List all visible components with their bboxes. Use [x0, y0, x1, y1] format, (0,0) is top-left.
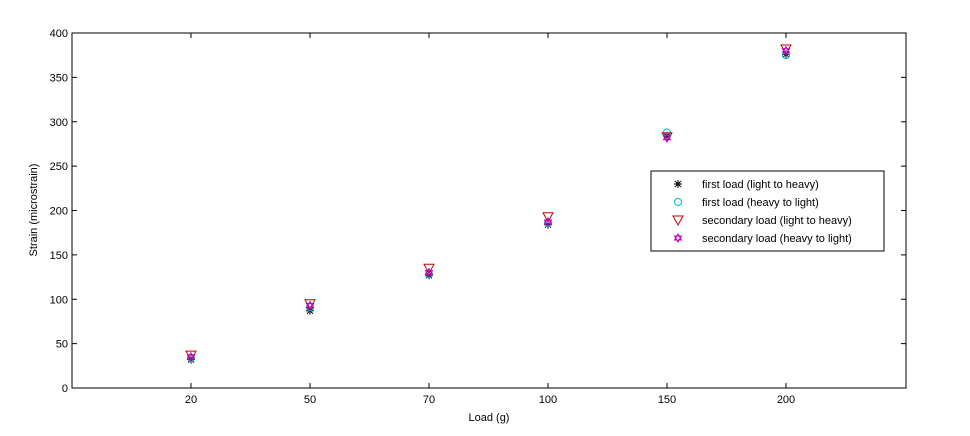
y-tick-label: 250: [50, 161, 68, 173]
x-tick-label: 100: [539, 394, 557, 406]
data-point-hexagram: [543, 217, 553, 227]
data-point-triangle-down: [780, 44, 792, 56]
y-tick-label: 0: [62, 383, 68, 395]
y-tick-label: 100: [50, 294, 68, 306]
x-axis-label: Load (g): [469, 412, 510, 424]
legend-marker: [674, 198, 682, 206]
data-point-triangle-down: [304, 299, 316, 310]
data-point-hexagram: [424, 267, 434, 278]
y-axis: 0 50 100 150 200 250 300 350 400: [50, 28, 906, 395]
legend-entry: secondary load (light to heavy): [702, 215, 852, 227]
legend: first load (light to heavy) first load (h…: [650, 170, 885, 252]
data-points: [185, 44, 792, 364]
legend-box: [650, 170, 885, 252]
legend-entry: first load (light to heavy): [702, 179, 819, 191]
y-tick-label: 350: [50, 72, 68, 84]
y-tick-label: 400: [50, 28, 68, 40]
data-point-hexagram: [305, 300, 315, 311]
x-tick-label: 70: [423, 394, 435, 406]
x-tick-label: 50: [304, 394, 316, 406]
x-axis: 20 50 70 100 150 200: [185, 33, 795, 406]
data-point-hexagram: [662, 132, 672, 143]
legend-marker: [674, 180, 682, 188]
data-point-circle: [782, 51, 790, 60]
x-tick-label: 200: [777, 394, 795, 406]
y-tick-label: 150: [50, 250, 68, 262]
data-point-triangle-down: [423, 263, 435, 275]
legend-marker: [672, 215, 684, 227]
y-axis-label: Strain (microstrain): [28, 164, 40, 257]
legend-entry: secondary load (heavy to light): [702, 233, 852, 245]
legend-entry: first load (heavy to light): [702, 197, 819, 209]
y-tick-label: 50: [56, 339, 68, 351]
legend-marker: [673, 233, 683, 243]
data-point-hexagram: [186, 351, 196, 362]
y-tick-label: 200: [50, 206, 68, 218]
data-point-hexagram: [781, 45, 791, 56]
x-tick-label: 150: [658, 394, 676, 406]
x-tick-label: 20: [185, 394, 197, 406]
data-point-triangle-down: [542, 212, 554, 223]
y-tick-label: 300: [50, 117, 68, 129]
